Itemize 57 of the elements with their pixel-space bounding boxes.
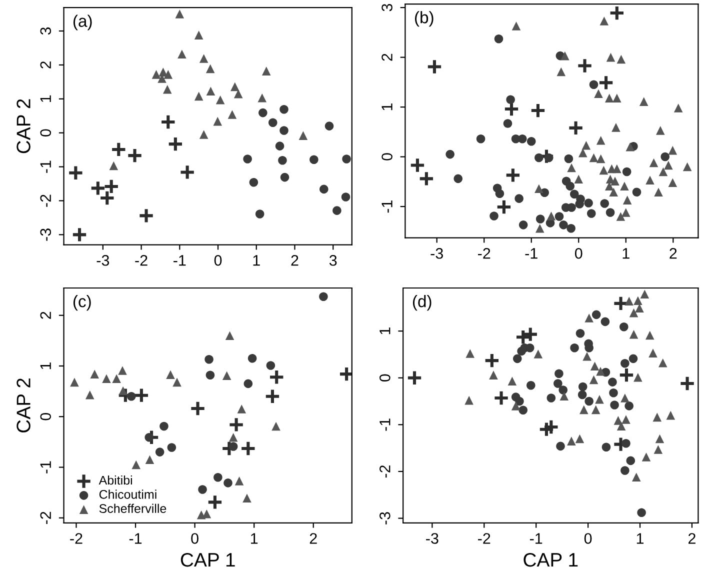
x-tick-label: 0: [574, 248, 582, 259]
x-axis-title: CAP 1: [180, 552, 235, 567]
annotation: (a): [73, 14, 92, 30]
x-tick-label: 1: [253, 255, 260, 266]
x-tick-label: 0: [214, 254, 222, 266]
y-tick-label: 1: [40, 95, 51, 102]
legend-label: Chicoutimi: [99, 490, 156, 499]
y-tick-label: 0: [40, 129, 52, 136]
x-tick-label: -1: [129, 533, 142, 544]
y-tick-label: 0: [380, 374, 390, 382]
y-tick-label: -2: [40, 512, 51, 524]
annotation: (d): [412, 295, 432, 311]
x-axis-title: CAP 1: [524, 552, 578, 567]
x-tick-label: -3: [96, 254, 110, 266]
annotation: (b): [415, 11, 434, 27]
y-axis-title: CAP 2: [16, 378, 30, 432]
annotation: (c): [73, 295, 91, 311]
legend-label: Abitibi: [98, 475, 132, 485]
y-tick-label: -1: [382, 200, 392, 213]
y-tick-label: -3: [40, 228, 52, 241]
x-tick-label: 2: [291, 254, 298, 266]
x-tick-label: -3: [430, 248, 443, 259]
x-tick-label: -3: [426, 533, 438, 544]
x-tick-label: 0: [191, 533, 198, 544]
y-tick-label: 2: [40, 312, 51, 319]
y-tick-label: -1: [40, 160, 51, 173]
x-tick-label: 2: [310, 533, 317, 544]
y-tick-label: 1: [380, 328, 390, 334]
x-tick-label: 0: [584, 533, 592, 544]
x-tick-label: -1: [525, 248, 538, 259]
y-tick-label: 1: [40, 362, 51, 370]
x-tick-label: 2: [688, 533, 696, 544]
x-tick-label: -1: [174, 255, 186, 266]
y-tick-label: 0: [40, 412, 52, 420]
legend-label: Schefferville: [99, 504, 166, 513]
x-tick-label: -2: [478, 248, 490, 259]
y-axis-title: CAP 2: [16, 99, 30, 154]
y-tick-label: -2: [380, 465, 390, 478]
x-tick-label: -2: [135, 254, 148, 266]
y-tick-label: -1: [40, 461, 51, 474]
x-tick-label: 1: [636, 533, 644, 544]
y-tick-label: 2: [40, 61, 51, 68]
x-tick-label: 1: [251, 533, 258, 544]
x-tick-label: 1: [622, 248, 630, 259]
y-tick-label: 3: [382, 4, 392, 12]
y-tick-label: -1: [380, 418, 390, 431]
x-tick-label: -1: [530, 533, 542, 544]
y-tick-label: -3: [380, 512, 390, 524]
y-tick-label: -2: [40, 194, 51, 207]
y-tick-label: 2: [382, 54, 392, 61]
x-tick-label: 3: [329, 254, 337, 266]
y-tick-label: 1: [382, 104, 392, 110]
x-tick-label: 2: [670, 248, 677, 259]
x-tick-label: -2: [70, 533, 82, 544]
x-tick-label: -2: [478, 533, 490, 544]
y-tick-label: 3: [40, 27, 52, 35]
y-tick-label: 0: [382, 153, 392, 160]
